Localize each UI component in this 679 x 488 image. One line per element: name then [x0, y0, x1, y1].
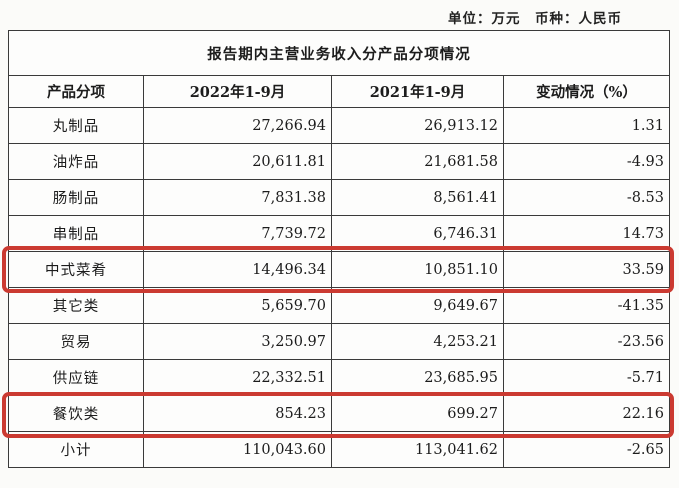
- value-2022: 14,496.34: [143, 251, 332, 288]
- value-2021: 21,681.58: [331, 143, 504, 180]
- col-header-product: 产品分项: [8, 75, 144, 108]
- value-2021: 113,041.62: [331, 431, 504, 468]
- table-title-row: 报告期内主营业务收入分产品分项情况: [8, 30, 670, 76]
- table-row-gongyinglian: 供应链 22,332.51 23,685.95 -5.71: [8, 359, 670, 396]
- table-row-changzhipin: 肠制品 7,831.38 8,561.41 -8.53: [8, 179, 670, 216]
- value-2022: 110,043.60: [143, 431, 332, 468]
- product-name: 中式菜肴: [8, 251, 144, 288]
- value-2021: 699.27: [331, 395, 504, 432]
- col-header-2021: 2021年1-9月: [331, 75, 504, 108]
- product-name: 餐饮类: [8, 395, 144, 432]
- value-2022: 3,250.97: [143, 323, 332, 360]
- value-2022: 5,659.70: [143, 287, 332, 324]
- change-pct: 1.31: [503, 107, 670, 144]
- table-row-canyinlei: 餐饮类 854.23 699.27 22.16: [8, 395, 670, 432]
- product-name: 小计: [8, 431, 144, 468]
- product-name: 油炸品: [8, 143, 144, 180]
- product-name: 贸易: [8, 323, 144, 360]
- value-2022: 20,611.81: [143, 143, 332, 180]
- table-row-subtotal: 小计 110,043.60 113,041.62 -2.65: [8, 431, 670, 468]
- table-row-chuanzhipin: 串制品 7,739.72 6,746.31 14.73: [8, 215, 670, 252]
- revenue-breakdown-table: 报告期内主营业务收入分产品分项情况 产品分项 2022年1-9月 2021年1-…: [8, 30, 670, 468]
- change-pct: -5.71: [503, 359, 670, 396]
- col-header-2022: 2022年1-9月: [143, 75, 332, 108]
- product-name: 其它类: [8, 287, 144, 324]
- value-2021: 23,685.95: [331, 359, 504, 396]
- table-row-wanzhipin: 丸制品 27,266.94 26,913.12 1.31: [8, 107, 670, 144]
- product-name: 丸制品: [8, 107, 144, 144]
- value-2022: 22,332.51: [143, 359, 332, 396]
- change-pct: 22.16: [503, 395, 670, 432]
- value-2022: 7,831.38: [143, 179, 332, 216]
- value-2021: 6,746.31: [331, 215, 504, 252]
- change-pct: 14.73: [503, 215, 670, 252]
- value-2022: 7,739.72: [143, 215, 332, 252]
- change-pct: -4.93: [503, 143, 670, 180]
- product-name: 串制品: [8, 215, 144, 252]
- change-pct: 33.59: [503, 251, 670, 288]
- unit-currency-note: 单位：万元 币种：人民币: [448, 11, 622, 27]
- change-pct: -8.53: [503, 179, 670, 216]
- value-2022: 27,266.94: [143, 107, 332, 144]
- table-row-maoyi: 贸易 3,250.97 4,253.21 -23.56: [8, 323, 670, 360]
- change-pct: -2.65: [503, 431, 670, 468]
- value-2021: 4,253.21: [331, 323, 504, 360]
- product-name: 供应链: [8, 359, 144, 396]
- value-2021: 26,913.12: [331, 107, 504, 144]
- table-header-row: 产品分项 2022年1-9月 2021年1-9月 变动情况（%）: [8, 75, 670, 108]
- value-2021: 10,851.10: [331, 251, 504, 288]
- value-2021: 8,561.41: [331, 179, 504, 216]
- change-pct: -23.56: [503, 323, 670, 360]
- col-header-change: 变动情况（%）: [503, 75, 670, 108]
- table-title: 报告期内主营业务收入分产品分项情况: [8, 30, 670, 76]
- table-row-zhongshicaiyao: 中式菜肴 14,496.34 10,851.10 33.59: [8, 251, 670, 288]
- value-2021: 9,649.67: [331, 287, 504, 324]
- table-row-youzhapin: 油炸品 20,611.81 21,681.58 -4.93: [8, 143, 670, 180]
- change-pct: -41.35: [503, 287, 670, 324]
- value-2022: 854.23: [143, 395, 332, 432]
- table-row-qitalei: 其它类 5,659.70 9,649.67 -41.35: [8, 287, 670, 324]
- product-name: 肠制品: [8, 179, 144, 216]
